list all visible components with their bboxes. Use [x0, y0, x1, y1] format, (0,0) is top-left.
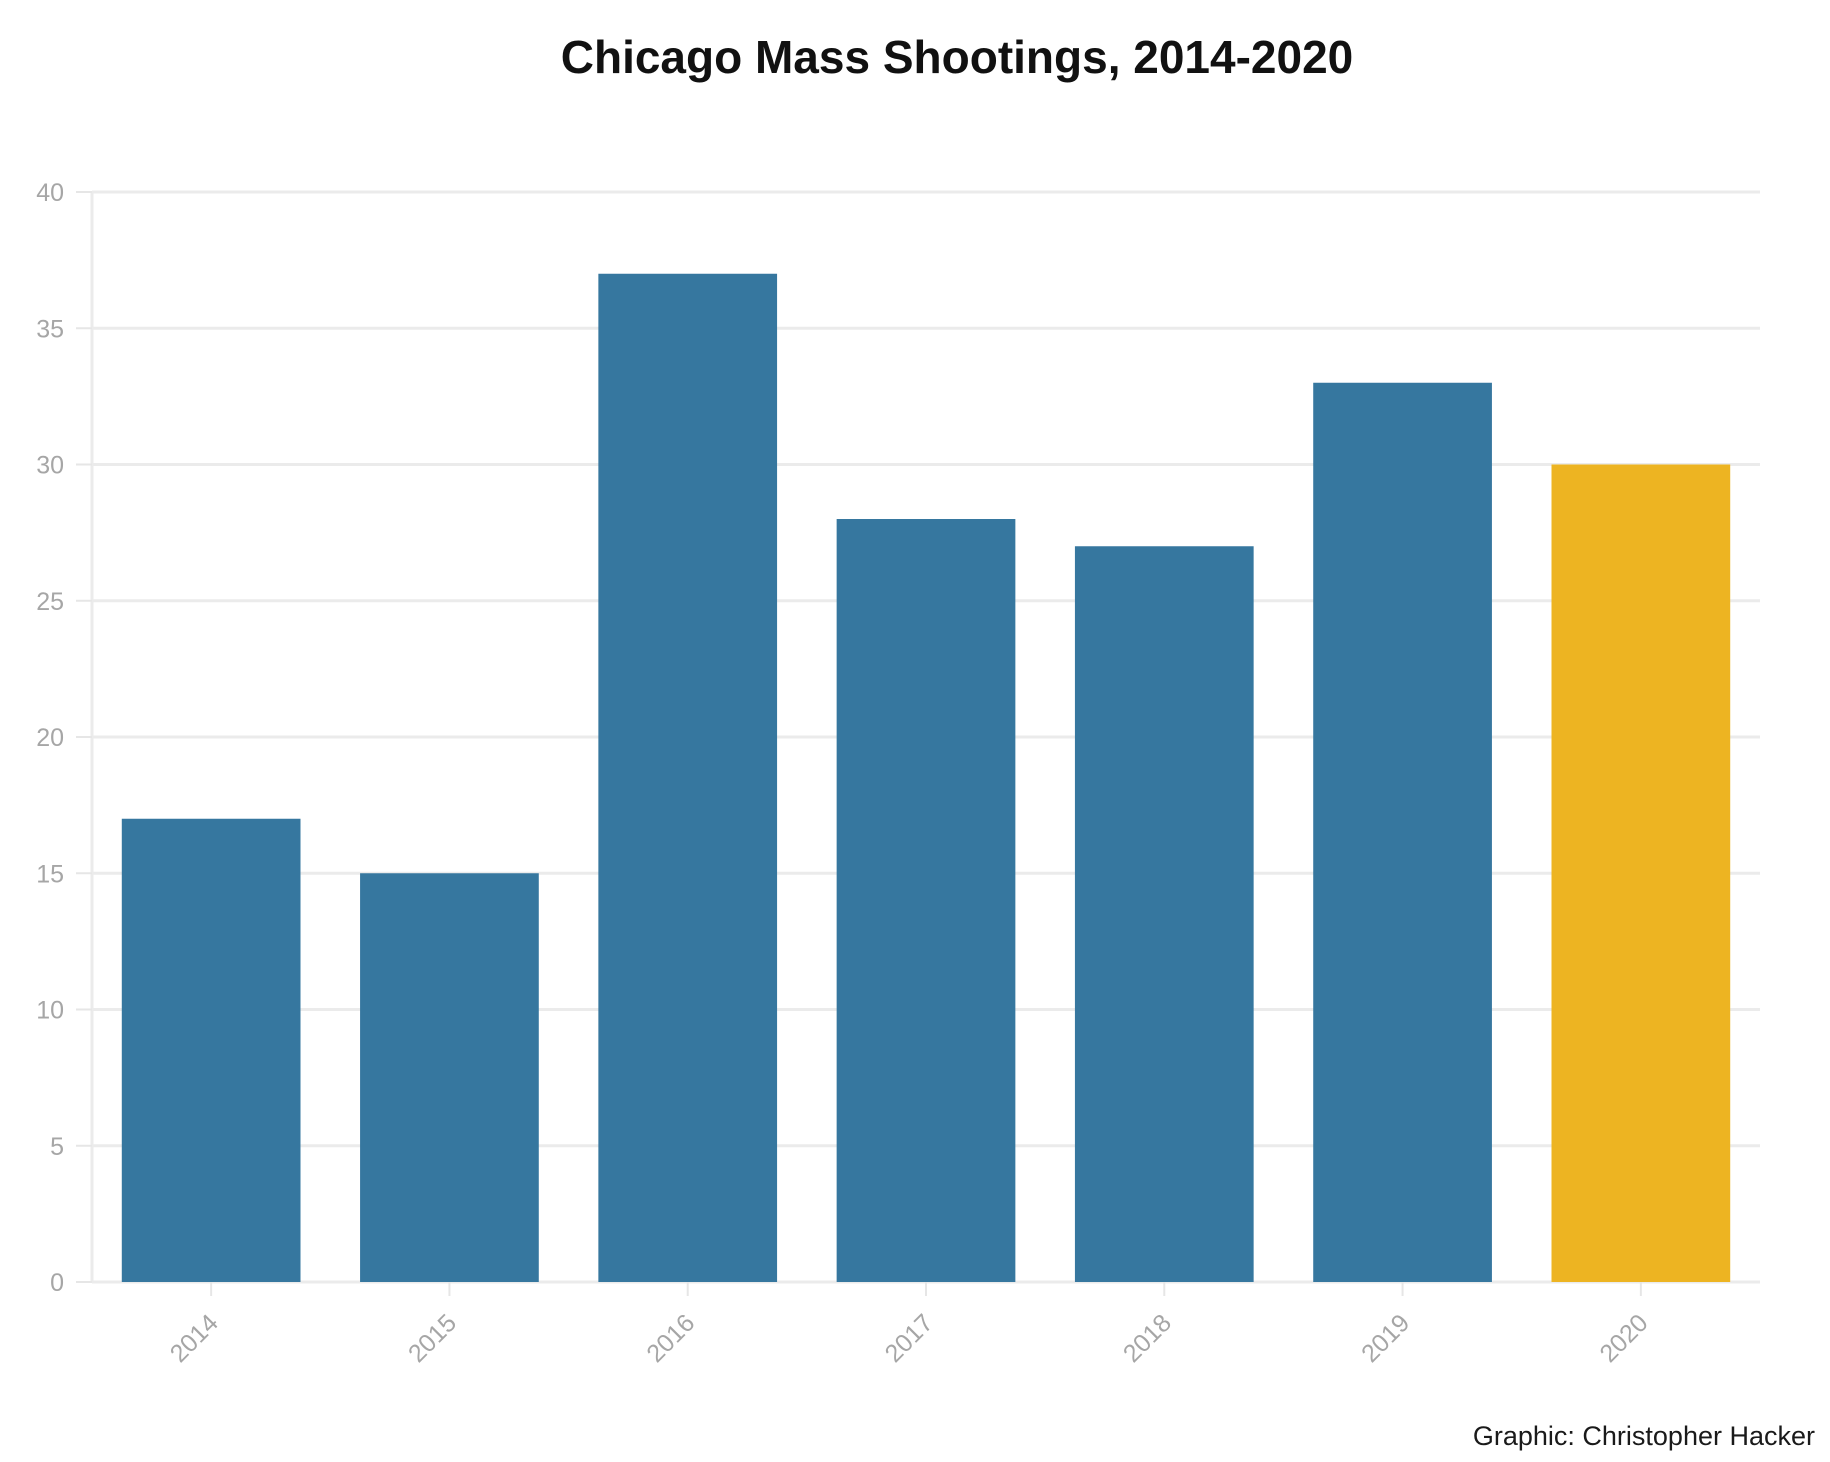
bar-2014 — [121, 818, 301, 1282]
x-tick-label: 2016 — [641, 1309, 700, 1368]
y-tick-label: 5 — [50, 1133, 64, 1161]
x-tick-label: 2017 — [880, 1309, 939, 1368]
bar-2017 — [836, 519, 1016, 1282]
bar-2020 — [1551, 464, 1731, 1282]
bar-2016 — [598, 273, 778, 1282]
bar-2018 — [1074, 546, 1254, 1282]
x-tick-label: 2019 — [1356, 1309, 1415, 1368]
y-tick-label: 20 — [36, 724, 64, 752]
y-tick-label: 10 — [36, 997, 64, 1025]
y-axis-ticks: 0 5 10 15 20 25 30 35 40 — [36, 179, 92, 1297]
chart-credit: Graphic: Christopher Hacker — [1473, 1421, 1815, 1451]
bar-2015 — [360, 873, 539, 1282]
y-tick-label: 15 — [36, 860, 64, 888]
bars — [121, 273, 1731, 1282]
y-tick-label: 35 — [36, 315, 64, 343]
y-tick-label: 40 — [36, 179, 64, 207]
x-tick-label: 2014 — [165, 1309, 224, 1368]
chart-title: Chicago Mass Shootings, 2014-2020 — [561, 31, 1354, 83]
bar-2019 — [1313, 382, 1492, 1282]
y-tick-label: 25 — [36, 588, 64, 616]
y-tick-label: 0 — [50, 1269, 64, 1297]
x-tick-label: 2015 — [403, 1309, 462, 1368]
x-tick-label: 2020 — [1594, 1309, 1653, 1368]
x-axis-ticks: 2014 2015 2016 2017 2018 2019 2020 — [165, 1282, 1654, 1368]
y-tick-label: 30 — [36, 452, 64, 480]
x-tick-label: 2018 — [1118, 1309, 1177, 1368]
